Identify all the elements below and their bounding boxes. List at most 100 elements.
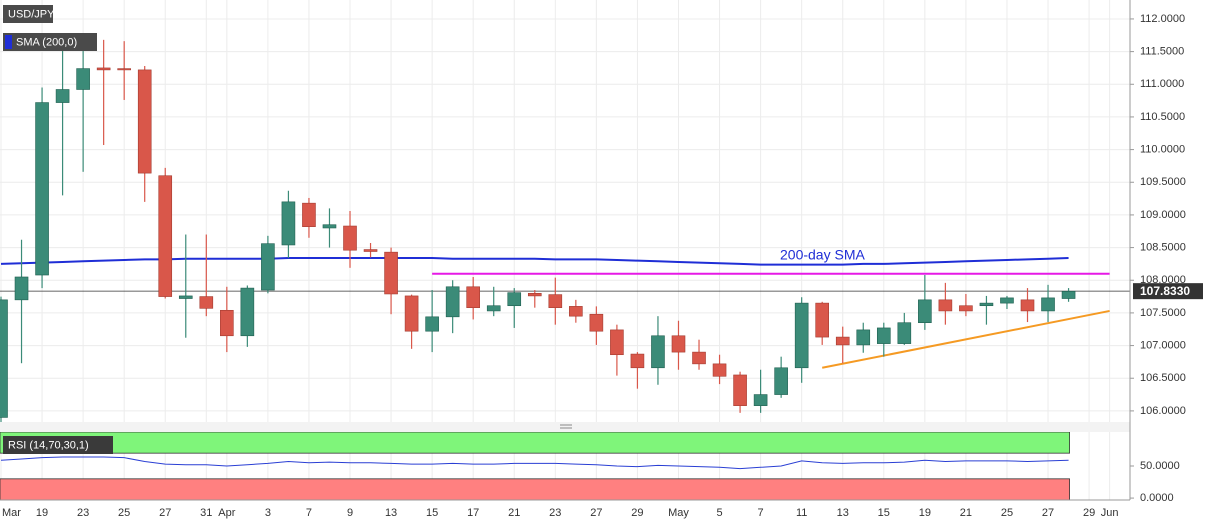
candle-body bbox=[281, 201, 296, 246]
candle-body bbox=[137, 69, 152, 174]
oversold-zone bbox=[0, 478, 1070, 500]
candle-body bbox=[856, 329, 871, 346]
y-tick-label: 110.0000 bbox=[1140, 144, 1185, 156]
candle-body bbox=[1061, 291, 1076, 299]
y-tick-label: 50.0000 bbox=[1140, 460, 1180, 472]
candle-body bbox=[548, 294, 563, 308]
x-tick-label: 9 bbox=[347, 507, 353, 519]
candle-body bbox=[322, 224, 337, 229]
candle-body bbox=[835, 336, 850, 346]
pane-divider bbox=[0, 422, 1130, 432]
x-tick-label: Mar bbox=[2, 507, 21, 519]
legend-rsi: RSI (14,70,30,1) bbox=[8, 439, 89, 451]
candle-body bbox=[959, 305, 973, 312]
candle-body bbox=[445, 286, 460, 318]
candle-body bbox=[261, 243, 275, 291]
candle-body bbox=[14, 276, 29, 301]
candle-body bbox=[35, 102, 49, 276]
legend-sma: SMA (200,0) bbox=[16, 36, 77, 48]
candle-body bbox=[918, 299, 932, 324]
candle-body bbox=[651, 335, 665, 369]
x-tick-label: 19 bbox=[36, 507, 48, 519]
candle-body bbox=[589, 313, 604, 332]
legend-box bbox=[3, 33, 97, 51]
y-tick-label: 111.5000 bbox=[1140, 46, 1184, 58]
x-tick-label: 13 bbox=[385, 507, 397, 519]
candle-body bbox=[897, 322, 912, 344]
x-tick-label: 23 bbox=[77, 507, 89, 519]
x-tick-label: 25 bbox=[1001, 507, 1013, 519]
candle-body bbox=[1000, 297, 1014, 304]
candle-body bbox=[117, 68, 131, 71]
candle-body bbox=[712, 363, 727, 377]
candle-body bbox=[610, 329, 624, 356]
candle-body bbox=[671, 335, 686, 353]
candle-body bbox=[876, 327, 891, 344]
x-tick-label: 15 bbox=[426, 507, 438, 519]
y-tick-label: 110.5000 bbox=[1140, 111, 1185, 123]
x-tick-label: 19 bbox=[919, 507, 931, 519]
x-tick-label: 13 bbox=[837, 507, 849, 519]
overbought-zone bbox=[0, 432, 1070, 454]
x-tick-label: 29 bbox=[1083, 507, 1095, 519]
candle-body bbox=[527, 293, 542, 297]
candle-body bbox=[630, 353, 645, 369]
candle-body bbox=[815, 302, 830, 338]
candle-body bbox=[486, 305, 501, 312]
y-tick-label: 0.0000 bbox=[1140, 492, 1174, 504]
y-tick-label: 111.0000 bbox=[1140, 78, 1184, 90]
x-tick-label: 5 bbox=[716, 507, 722, 519]
x-tick-label: 7 bbox=[306, 507, 312, 519]
rsi-line bbox=[0, 456, 1069, 470]
candle-body bbox=[979, 302, 994, 307]
x-tick-label: 7 bbox=[758, 507, 764, 519]
candle-body bbox=[507, 292, 522, 307]
x-tick-label: 25 bbox=[118, 507, 130, 519]
y-tick-label: 106.5000 bbox=[1140, 372, 1186, 384]
x-tick-label: 11 bbox=[796, 507, 807, 519]
x-tick-label: 29 bbox=[631, 507, 643, 519]
candle-body bbox=[0, 299, 8, 418]
candle-body bbox=[774, 367, 788, 395]
candle-body bbox=[199, 296, 214, 309]
x-tick-label: 23 bbox=[549, 507, 561, 519]
candle-body bbox=[733, 374, 747, 406]
x-tick-label: 27 bbox=[159, 507, 171, 519]
y-tick-label: 107.0000 bbox=[1140, 339, 1186, 351]
candle-body bbox=[384, 251, 398, 295]
legend: USD/JPY SMA (200,0) RSI (14,70,30,1) bbox=[3, 5, 113, 454]
x-tick-label: 15 bbox=[878, 507, 890, 519]
candle-body bbox=[425, 316, 439, 332]
x-tick-label: Apr bbox=[218, 507, 235, 519]
legend-swatch bbox=[5, 35, 12, 49]
x-tick-label: 31 bbox=[200, 507, 212, 519]
x-tick-label: 3 bbox=[265, 507, 271, 519]
x-tick-label: 17 bbox=[467, 507, 479, 519]
legend-title: USD/JPY bbox=[8, 8, 55, 20]
x-tick-label: 21 bbox=[508, 507, 520, 519]
y-tick-label: 106.0000 bbox=[1140, 405, 1186, 417]
main-plot: 200-day SMA bbox=[0, 0, 1130, 422]
candle-body bbox=[794, 302, 809, 369]
x-tick-label: 27 bbox=[590, 507, 602, 519]
y-tick-label: 108.5000 bbox=[1140, 241, 1186, 253]
x-tick-label: 21 bbox=[960, 507, 972, 519]
candle-body bbox=[692, 351, 706, 365]
y-tick-label: 109.0000 bbox=[1140, 209, 1186, 221]
x-tick-label: May bbox=[668, 507, 689, 519]
y-tick-label: 112.0000 bbox=[1140, 13, 1185, 25]
candle-body bbox=[363, 249, 378, 252]
y-tick-label: 108.0000 bbox=[1140, 274, 1186, 286]
candle-body bbox=[753, 394, 768, 406]
x-tick-label: 27 bbox=[1042, 507, 1054, 519]
legend-box bbox=[3, 5, 53, 23]
candle-body bbox=[1020, 299, 1035, 312]
legend-box bbox=[3, 436, 113, 454]
x-tick-label: Jun bbox=[1101, 507, 1119, 519]
y-tick-label: 107.5000 bbox=[1140, 307, 1186, 319]
candle-body bbox=[404, 295, 419, 332]
sma-annotation: 200-day SMA bbox=[780, 247, 865, 263]
last-price-box bbox=[1133, 283, 1203, 300]
